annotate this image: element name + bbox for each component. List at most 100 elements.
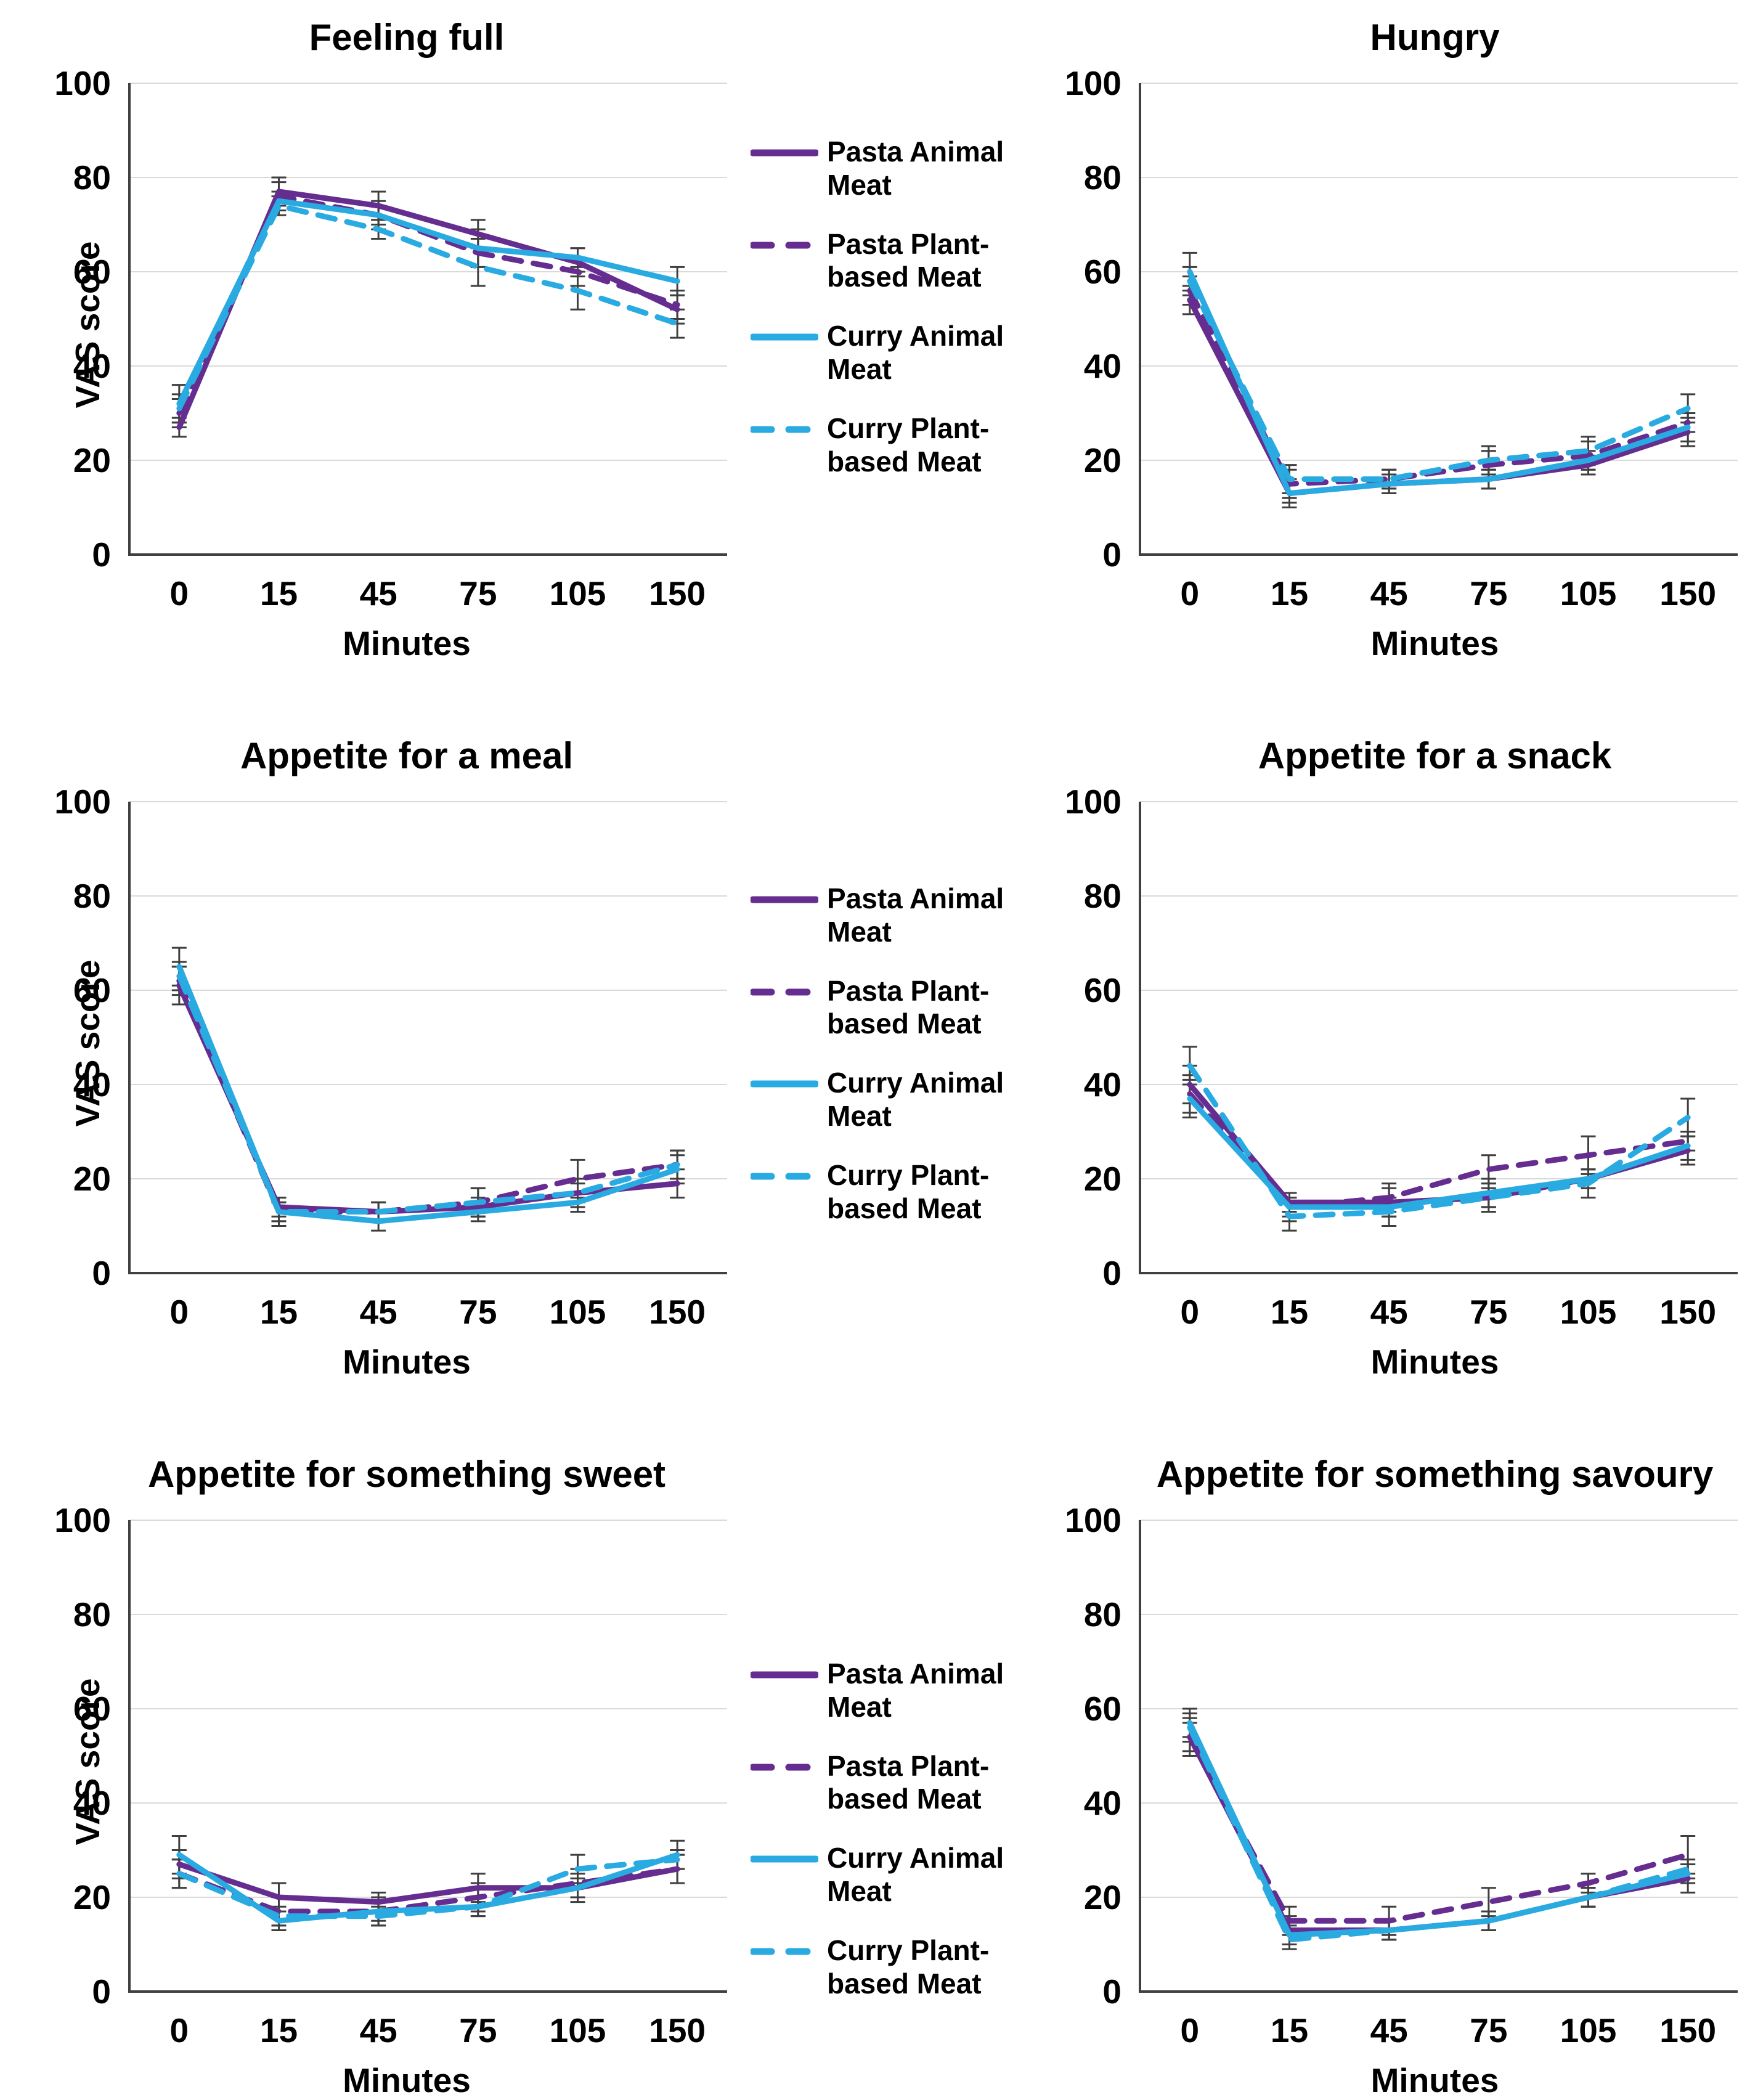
svg-text:80: 80	[1084, 877, 1121, 915]
svg-text:75: 75	[1470, 1293, 1507, 1331]
y-tick-labels: 0 20 40 60 80 100	[54, 1505, 111, 2011]
svg-text:0: 0	[170, 1293, 189, 1331]
chart-plot-feeling-full: 0 20 40 60 80 100 0 15 45 75 105 150	[54, 68, 727, 612]
series-curry-plant-based-meat	[1187, 278, 1691, 482]
axes	[1139, 802, 1738, 1274]
svg-text:75: 75	[1470, 574, 1507, 612]
chart-appetite-for-something-savoury: Appetite for something savoury 0 20 40 60 80…	[1048, 1454, 1742, 2100]
svg-text:150: 150	[649, 1293, 706, 1331]
legend-line-pasta-plant-based-meat	[751, 242, 818, 249]
legend-label: Pasta Animal Meat	[827, 1658, 1004, 1723]
svg-text:20: 20	[1084, 1878, 1121, 1916]
y-axis-label: VAS score	[68, 241, 107, 409]
svg-text:0: 0	[1181, 2011, 1200, 2049]
svg-text:45: 45	[360, 2011, 397, 2049]
legend-item-pasta-plant-based-meat: Pasta Plant-based Meat	[751, 1750, 1048, 1817]
svg-text:150: 150	[649, 574, 706, 612]
error-bars	[171, 176, 685, 438]
series-pasta-animal-meat	[1187, 297, 1691, 497]
chart-plot-appetite-for-a-snack: 0 20 40 60 80 100 0 15 45 75 105 150	[1065, 786, 1738, 1331]
svg-text:100: 100	[1065, 1505, 1121, 1539]
legend-item-curry-animal-meat: Curry Animal Meat	[751, 320, 1048, 386]
svg-text:0: 0	[92, 1972, 111, 2011]
chart-appetite-for-something-sweet: Appetite for something sweet VAS score 0…	[0, 1454, 733, 2100]
y-axis-label: VAS score	[68, 959, 107, 1127]
series-pasta-animal-meat	[1187, 1734, 1691, 1934]
legend-label: Curry Plant-based Meat	[827, 1934, 990, 2000]
svg-text:60: 60	[73, 1690, 111, 1728]
chart-appetite-for-a-meal: Appetite for a meal VAS score 0 20 40 60 80 1…	[0, 736, 733, 1382]
svg-text:105: 105	[550, 1293, 606, 1331]
x-axis-label: Minutes	[1370, 2061, 1499, 2099]
svg-text:15: 15	[260, 2011, 298, 2049]
x-axis-label: Minutes	[1370, 1343, 1499, 1381]
svg-text:40: 40	[1084, 1065, 1121, 1104]
svg-text:0: 0	[92, 1254, 111, 1292]
svg-text:60: 60	[73, 253, 111, 291]
svg-text:45: 45	[360, 1293, 397, 1331]
legend-line-curry-animal-meat	[751, 333, 818, 341]
chart-plot-appetite-for-a-meal: 0 20 40 60 80 100 0 15 45 75 105 150	[54, 786, 727, 1331]
series-curry-animal-meat	[1187, 269, 1691, 497]
svg-text:15: 15	[1271, 574, 1308, 612]
legend-item-curry-plant-based-meat: Curry Plant-based Meat	[751, 1159, 1048, 1226]
svg-text:45: 45	[1370, 2011, 1408, 2049]
legend-item-curry-animal-meat: Curry Animal Meat	[751, 1067, 1048, 1133]
chart-appetite-for-a-snack: Appetite for a snack 0 20 40 60 80 100 0 15 45 75…	[1048, 736, 1742, 1382]
svg-text:45: 45	[1370, 574, 1408, 612]
svg-text:150: 150	[1659, 574, 1716, 612]
figure-row-1: Feeling full VAS score 0 20 40 60 80 100 0 15 45…	[0, 17, 1742, 663]
series-curry-animal-meat	[176, 964, 680, 1224]
legend: Pasta Animal Meat Pasta Plant-based Meat…	[733, 1658, 1048, 2001]
series-pasta-plant-based-meat	[1187, 1734, 1691, 1924]
x-tick-labels: 0 15 45 75 105 150	[170, 2011, 706, 2049]
axes	[128, 83, 727, 556]
svg-text:105: 105	[1560, 574, 1617, 612]
svg-text:100: 100	[54, 1505, 111, 1539]
legend-item-pasta-plant-based-meat: Pasta Plant-based Meat	[751, 975, 1048, 1041]
svg-text:40: 40	[73, 1065, 111, 1104]
legend: Pasta Animal Meat Pasta Plant-based Meat…	[733, 136, 1048, 479]
axes	[128, 802, 727, 1274]
x-axis-label: Minutes	[343, 624, 471, 662]
series-pasta-animal-meat	[176, 189, 680, 430]
chart-plot-hungry: 0 20 40 60 80 100 0 15 45 75 105 150	[1065, 68, 1738, 612]
gridlines	[129, 83, 727, 461]
svg-text:150: 150	[1659, 2011, 1716, 2049]
legend-label: Curry Plant-based Meat	[827, 412, 990, 478]
figure-row-2: Appetite for a meal VAS score 0 20 40 60 80 1…	[0, 736, 1742, 1382]
svg-text:0: 0	[1102, 1972, 1121, 2011]
chart-title: Feeling full	[309, 17, 505, 58]
x-axis-label: Minutes	[343, 2061, 471, 2099]
svg-text:80: 80	[73, 877, 111, 915]
svg-text:100: 100	[54, 786, 111, 821]
svg-text:15: 15	[1271, 1293, 1308, 1331]
series-curry-plant-based-meat	[176, 973, 680, 1215]
svg-text:20: 20	[1084, 1160, 1121, 1198]
chart-body: VAS score 0 20 40 60 80 100 0 15 45 75 105 150	[37, 68, 733, 622]
legend-line-curry-plant-based-meat	[751, 426, 818, 433]
legend-label: Curry Animal Meat	[827, 320, 1004, 386]
series-pasta-plant-based-meat	[176, 978, 680, 1215]
axes	[128, 1520, 727, 1993]
svg-text:75: 75	[459, 1293, 497, 1331]
svg-text:40: 40	[1084, 347, 1121, 385]
legend-item-pasta-animal-meat: Pasta Animal Meat	[751, 1658, 1048, 1724]
legend-label: Pasta Plant-based Meat	[827, 1749, 990, 1815]
series-curry-animal-meat	[176, 198, 680, 407]
axes	[1139, 1520, 1738, 1993]
chart-title: Appetite for a meal	[240, 735, 574, 776]
gridlines	[1140, 801, 1738, 1179]
svg-text:15: 15	[260, 574, 298, 612]
svg-text:0: 0	[1181, 574, 1200, 612]
chart-hungry: Hungry 0 20 40 60 80 100 0 15 45 75 105 150 Minutes	[1048, 17, 1742, 663]
svg-text:0: 0	[92, 535, 111, 574]
svg-text:40: 40	[73, 347, 111, 385]
legend-label: Pasta Plant-based Meat	[827, 974, 990, 1040]
svg-text:105: 105	[550, 574, 606, 612]
svg-text:105: 105	[1560, 2011, 1617, 2049]
svg-text:40: 40	[73, 1784, 111, 1822]
x-tick-labels: 0 15 45 75 105 150	[170, 1293, 706, 1331]
svg-text:20: 20	[73, 1878, 111, 1916]
series-curry-animal-meat	[1187, 1720, 1691, 1938]
